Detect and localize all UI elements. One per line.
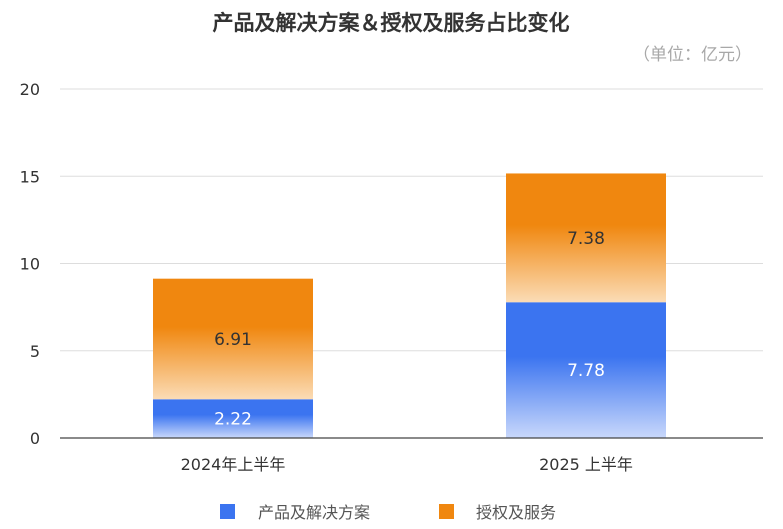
legend-label: 产品及解决方案 xyxy=(258,503,370,522)
bar-segment xyxy=(506,302,666,438)
y-tick-label: 10 xyxy=(20,255,40,274)
bar-value-label: 2.22 xyxy=(214,410,252,430)
chart-title: 产品及解决方案＆授权及服务占比变化 xyxy=(213,11,570,35)
y-tick-label: 5 xyxy=(30,342,40,361)
x-category-label: 2025 上半年 xyxy=(539,455,633,474)
x-category-label: 2024年上半年 xyxy=(181,455,286,474)
data-labels: 2.22 6.91 7.78 7.38 xyxy=(214,229,605,430)
chart-unit: （单位：亿元） xyxy=(633,45,752,65)
bar-segment xyxy=(153,399,313,438)
legend-label: 授权及服务 xyxy=(476,503,556,522)
legend: 产品及解决方案 授权及服务 xyxy=(220,503,556,522)
y-tick-label: 15 xyxy=(20,167,40,186)
y-tick-label: 0 xyxy=(30,429,40,448)
legend-swatch xyxy=(439,504,454,519)
y-tick-label: 20 xyxy=(20,80,40,99)
legend-swatch xyxy=(220,504,235,519)
bar-segment xyxy=(506,173,666,303)
bars xyxy=(153,173,666,438)
bar-value-label: 7.38 xyxy=(567,229,605,249)
x-axis: 2024年上半年 2025 上半年 xyxy=(60,437,763,474)
bar-value-label: 6.91 xyxy=(214,330,252,350)
legend-item: 产品及解决方案 xyxy=(220,503,370,522)
bar-value-label: 7.78 xyxy=(567,361,605,381)
legend-item: 授权及服务 xyxy=(439,503,556,522)
bar-segment xyxy=(153,278,313,400)
